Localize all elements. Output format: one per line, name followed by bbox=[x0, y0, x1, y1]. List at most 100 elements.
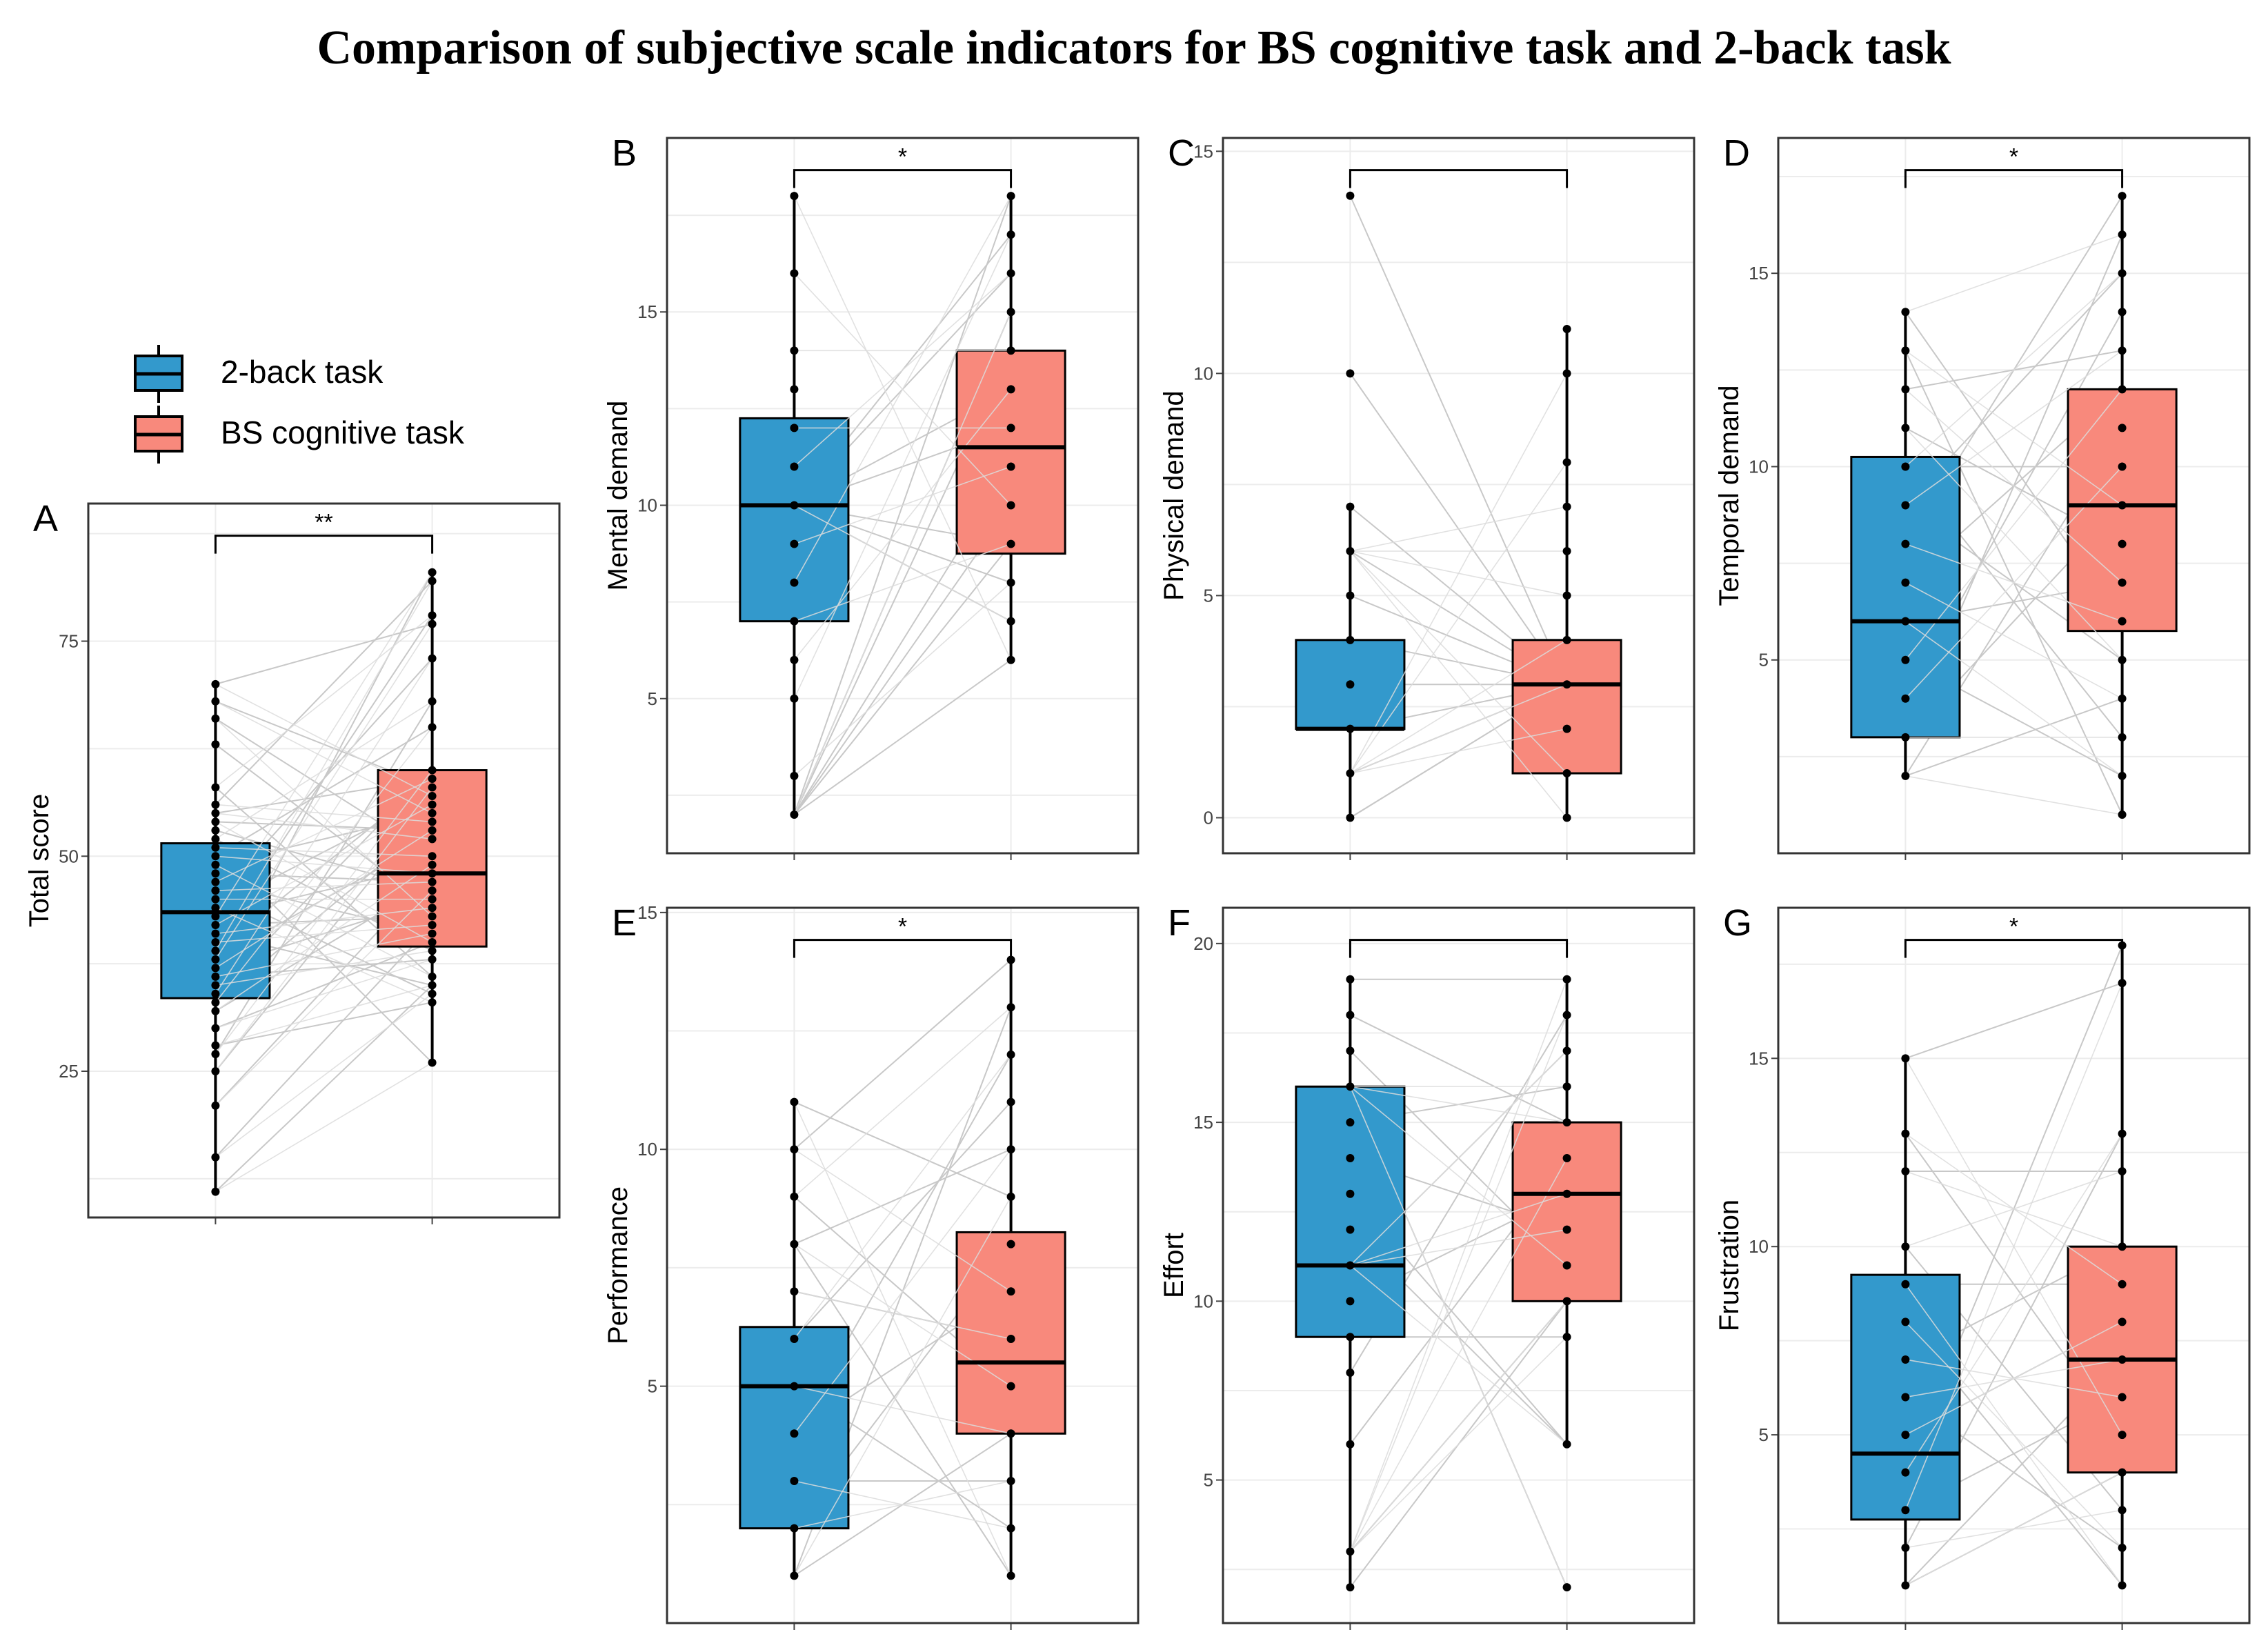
data-point bbox=[428, 904, 437, 913]
data-point bbox=[790, 1240, 799, 1249]
data-point bbox=[2118, 694, 2127, 703]
data-point bbox=[211, 826, 220, 835]
data-point bbox=[1006, 1429, 1015, 1438]
data-point bbox=[211, 877, 220, 886]
data-point bbox=[1562, 1153, 1571, 1162]
panel-border bbox=[666, 906, 1140, 1624]
data-point bbox=[428, 981, 437, 990]
data-point bbox=[1562, 1082, 1571, 1091]
data-point bbox=[1562, 1261, 1571, 1270]
data-point bbox=[211, 972, 220, 981]
data-point bbox=[2118, 1317, 2127, 1326]
data-point bbox=[428, 886, 437, 895]
data-point bbox=[790, 1192, 799, 1201]
data-point bbox=[2118, 1393, 2127, 1402]
data-point bbox=[211, 1101, 220, 1110]
data-point bbox=[1346, 769, 1355, 778]
data-point bbox=[428, 791, 437, 800]
pair-line bbox=[215, 846, 432, 857]
data-point bbox=[1346, 1297, 1355, 1306]
data-point bbox=[428, 869, 437, 878]
pair-line bbox=[793, 582, 1012, 777]
box-bs bbox=[1511, 1121, 1622, 1302]
significance-bracket bbox=[793, 169, 1013, 188]
data-point bbox=[428, 826, 437, 835]
data-point bbox=[211, 740, 220, 749]
data-point bbox=[1901, 501, 1910, 510]
pair-line bbox=[1905, 775, 2122, 815]
data-point bbox=[428, 577, 437, 586]
data-point bbox=[2118, 771, 2127, 780]
data-point bbox=[428, 835, 437, 844]
data-point bbox=[1562, 324, 1571, 333]
panel-border bbox=[87, 502, 561, 1219]
data-point bbox=[428, 808, 437, 817]
data-point bbox=[1901, 1054, 1910, 1063]
pair-line bbox=[793, 388, 1012, 661]
data-point bbox=[211, 817, 220, 826]
data-point bbox=[790, 771, 799, 780]
data-point bbox=[211, 1041, 220, 1050]
data-point bbox=[1901, 1355, 1910, 1364]
data-point bbox=[211, 835, 220, 844]
data-point bbox=[1562, 1011, 1571, 1020]
data-point bbox=[790, 385, 799, 394]
data-point bbox=[428, 895, 437, 904]
data-point bbox=[1346, 1333, 1355, 1342]
data-point bbox=[1346, 1046, 1355, 1055]
y-tick-label: 15 bbox=[637, 902, 657, 923]
data-point bbox=[2118, 1167, 2127, 1176]
significance-bracket bbox=[214, 535, 434, 554]
data-point bbox=[1901, 1129, 1910, 1138]
pair-line bbox=[1349, 550, 1568, 774]
data-point bbox=[1346, 1225, 1355, 1234]
data-point bbox=[428, 697, 437, 706]
pair-line bbox=[215, 821, 432, 943]
y-tick-label: 10 bbox=[637, 495, 657, 516]
data-point bbox=[1346, 1369, 1355, 1378]
data-point bbox=[2118, 308, 2127, 317]
panel-background bbox=[667, 138, 1138, 853]
pair-line bbox=[794, 1480, 1011, 1529]
pair-line bbox=[215, 572, 433, 917]
y-tick-label: 20 bbox=[1193, 933, 1213, 954]
y-axis-label: Total score bbox=[24, 794, 54, 927]
pair-line bbox=[1904, 621, 2123, 777]
data-point bbox=[790, 1382, 799, 1391]
data-point bbox=[428, 775, 437, 784]
data-point bbox=[1346, 1153, 1355, 1162]
box-2back bbox=[739, 1326, 850, 1530]
panel-background bbox=[1778, 908, 2249, 1623]
pair-line bbox=[215, 726, 433, 1003]
data-point bbox=[1346, 1547, 1355, 1556]
data-point bbox=[790, 1476, 799, 1485]
y-tick-label: 10 bbox=[1193, 1291, 1213, 1311]
pair-line bbox=[215, 907, 432, 1003]
y-axis-label: Temporal demand bbox=[1714, 385, 1744, 606]
data-point bbox=[1562, 458, 1571, 467]
panel-c: 0 5 10 15 Physical demand C bbox=[1159, 132, 1695, 860]
panel-border bbox=[1222, 137, 1695, 855]
pair-line bbox=[1904, 350, 2123, 506]
pair-line bbox=[1905, 1171, 2122, 1247]
pair-line bbox=[1349, 372, 1568, 774]
data-point bbox=[1901, 462, 1910, 471]
pair-line bbox=[215, 623, 432, 685]
pair-line bbox=[1905, 982, 2122, 1060]
data-point bbox=[1006, 1003, 1015, 1012]
pair-line bbox=[793, 1148, 1012, 1292]
data-point bbox=[1346, 1118, 1355, 1127]
data-point bbox=[1562, 813, 1571, 822]
data-point bbox=[1562, 502, 1571, 511]
data-point bbox=[1901, 694, 1910, 703]
pair-line bbox=[1349, 1300, 1568, 1552]
data-point bbox=[428, 912, 437, 921]
panel-letter: G bbox=[1723, 902, 1752, 944]
data-point bbox=[790, 1524, 799, 1533]
data-point bbox=[211, 697, 220, 706]
data-point bbox=[428, 1058, 437, 1067]
data-point bbox=[1346, 1261, 1355, 1270]
data-point bbox=[211, 895, 220, 904]
data-point bbox=[1346, 813, 1355, 822]
data-point bbox=[1346, 724, 1355, 733]
